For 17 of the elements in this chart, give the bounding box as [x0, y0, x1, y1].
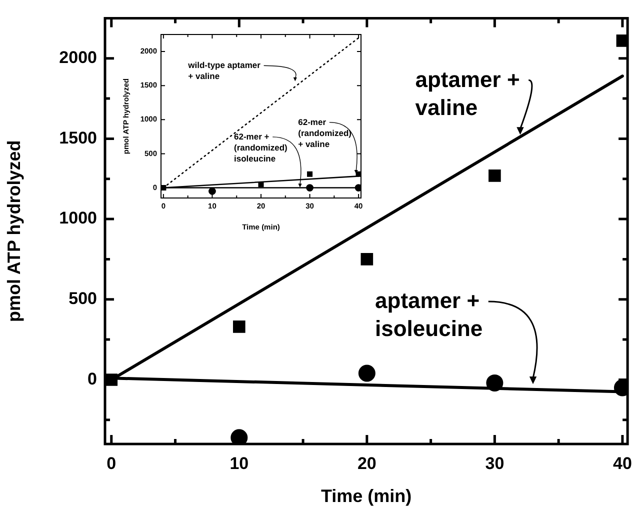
y-tick-label: 0	[88, 369, 97, 388]
y-tick-label: 1500	[59, 128, 97, 148]
y-axis-title: pmol ATP hydrolyzed	[4, 140, 24, 322]
x-tick-label: 0	[106, 454, 116, 473]
annotation: 62-mer (randomized) + valine	[298, 116, 352, 149]
annotation: aptamer + isoleucine	[375, 288, 483, 342]
y-tick-label: 1000	[59, 208, 97, 228]
y-tick-label: 500	[68, 289, 97, 308]
x-tick-label: 40	[612, 454, 632, 473]
x-tick-label: 20	[357, 454, 376, 473]
y-tick-label: 2000	[59, 48, 97, 68]
x-axis-title: Time (min)	[320, 486, 412, 506]
annotation: 62-mer + (randomized) isoleucine	[234, 131, 288, 164]
x-tick-label: 30	[485, 454, 504, 473]
annotation: aptamer + valine	[415, 66, 520, 120]
x-tick-label: 10	[230, 454, 249, 473]
annotation: wild-type aptamer + valine	[187, 60, 262, 82]
